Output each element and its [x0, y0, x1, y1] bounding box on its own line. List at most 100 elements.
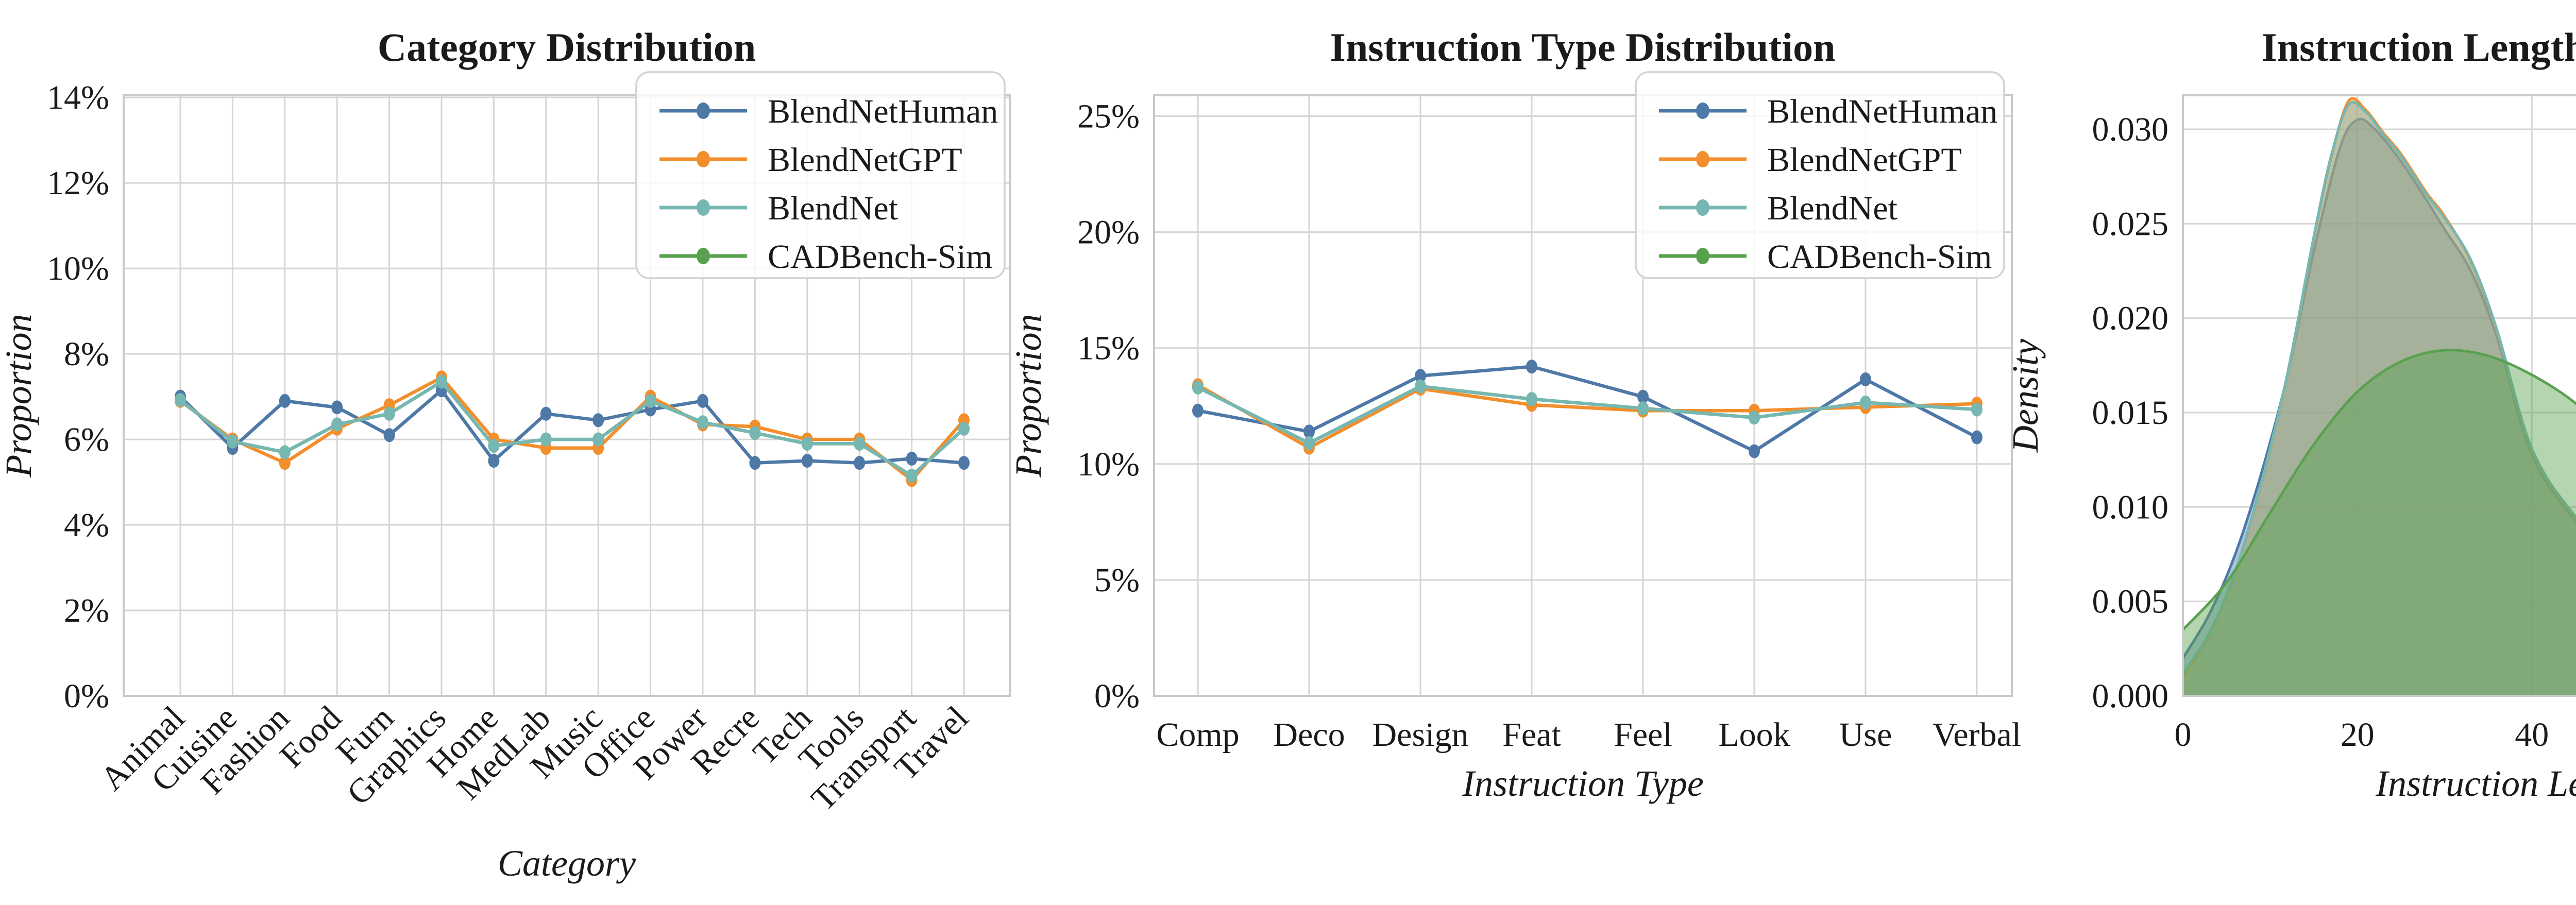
series-marker-blendnet [436, 374, 447, 389]
chart-title: Instruction Type Distribution [1330, 25, 1836, 70]
kde-line-blendnet [2181, 100, 2576, 674]
series-marker-blendnet [645, 394, 656, 408]
legend-entry-label: BlendNet [768, 190, 898, 227]
legend-marker-blendnetgpt [1696, 151, 1709, 167]
series-marker-blendnethuman [958, 456, 970, 470]
series-marker-blendnethuman [801, 454, 813, 468]
series-marker-blendnethuman [331, 400, 343, 415]
x-tick-label: Use [1839, 716, 1892, 754]
series-marker-blendnethuman [488, 454, 500, 468]
y-axis-label: Proportion [1008, 314, 1049, 477]
chart-instruction-length-density: 0.000 0.005 0.010 0.015 0.020 0.025 0.030 0 20 40… [2005, 25, 2576, 804]
x-tick-label: 0 [2175, 716, 2192, 754]
y-tick-label: 0.015 [2092, 394, 2169, 432]
series-marker-blendnet [1637, 401, 1649, 416]
series-line-blendnetgpt [179, 375, 965, 482]
series-marker-blendnethuman [1637, 389, 1649, 404]
series-marker-blendnet [1971, 402, 1982, 417]
y-tick-label: 8% [64, 335, 109, 373]
series-marker-blendnethuman [749, 456, 761, 470]
kde-area-blendnetgpt [2183, 98, 2576, 696]
series-marker-blendnet [1526, 392, 1537, 406]
chart-category-distribution: 0%2%4%6%8%10%12%14%AnimalCuisineFashionF… [0, 25, 1011, 884]
legend-entry-label: BlendNetHuman [1767, 93, 1997, 130]
x-axis-label: Category [498, 843, 636, 884]
series-marker-blendnethuman [1749, 444, 1760, 458]
legend-entry-label: CADBench-Sim [1767, 238, 1992, 276]
plot-border [1153, 94, 2013, 697]
series-marker-blendnet [540, 432, 552, 447]
kde-area-blendnet [2183, 102, 2576, 696]
series-marker-blendnet [749, 426, 761, 440]
series-marker-blendnethuman [854, 456, 866, 470]
series-line-blendnethuman [179, 388, 964, 465]
legend-entry-label: CADBench-Sim [768, 238, 992, 276]
x-tick-label: Comp [1156, 716, 1239, 754]
y-axis-label: Proportion [0, 314, 39, 477]
series-marker-blendnethuman [1526, 360, 1537, 374]
series-line-blendnet [1197, 384, 1977, 445]
series-marker-blendnethuman [1971, 430, 1982, 445]
series-marker-blendnethuman [906, 451, 918, 466]
series-marker-blendnet [1192, 380, 1204, 395]
y-tick-label: 0.020 [2092, 300, 2169, 337]
series-line-blendnet [179, 380, 965, 477]
y-tick-label: 15% [1077, 330, 1140, 367]
y-tick-label: 20% [1077, 214, 1140, 251]
series-marker-blendnethuman [1303, 424, 1315, 439]
y-tick-label: 0% [1094, 677, 1140, 715]
legend-entry-label: BlendNet [1767, 190, 1897, 227]
x-tick-label: Verbal [1933, 716, 2021, 754]
series-marker-blendnethuman [1415, 369, 1426, 383]
kde-area-blendnethuman [2183, 119, 2576, 696]
legend-entry-label: BlendNetGPT [1767, 141, 1962, 179]
plot-border [123, 94, 1011, 697]
series-line-blendnethuman [1197, 365, 1978, 453]
legend: BlendNetHuman BlendNetGPT BlendNet CADBench… [635, 71, 1006, 279]
x-tick-label: Deco [1273, 716, 1345, 754]
series-marker-blendnet [175, 393, 186, 407]
y-tick-label: 0.025 [2092, 205, 2169, 243]
series-marker-blendnethuman [697, 394, 708, 408]
legend-entry-label: BlendNetHuman [768, 93, 998, 130]
kde-line-cadbench-sim [2182, 349, 2576, 631]
y-tick-label: 6% [64, 421, 109, 458]
series-marker-blendnethuman [592, 413, 604, 428]
series-marker-blendnet [697, 415, 708, 430]
legend-marker-blendnet [697, 199, 710, 216]
series-marker-blendnet [592, 432, 604, 447]
series-marker-blendnethuman [1192, 403, 1204, 418]
series-marker-blendnet [488, 439, 500, 453]
series-marker-blendnet [1415, 379, 1426, 394]
x-tick-label: Design [1372, 716, 1469, 754]
series-marker-blendnethuman [1860, 372, 1871, 386]
series-marker-blendnet [227, 434, 239, 449]
series-marker-blendnethuman [383, 428, 395, 442]
series-marker-blendnet [958, 421, 970, 436]
y-tick-label: 10% [47, 250, 109, 287]
chart-instruction-type-distribution: 0% 5% 10% 15% 20% 25% Comp Deco Design Feat Feel Lo… [1008, 25, 2021, 804]
legend: BlendNetHuman BlendNetGPT BlendNet CADBench… [1635, 71, 2005, 279]
legend-box [635, 71, 1006, 279]
y-axis-label: Density [2005, 339, 2046, 453]
legend-marker-blendnet [1696, 199, 1709, 216]
series-marker-blendnet [279, 445, 291, 459]
legend-marker-cadbench-sim [1696, 248, 1709, 264]
y-tick-label: 25% [1077, 98, 1140, 135]
y-tick-label: 14% [47, 79, 109, 116]
legend-box [1635, 71, 2005, 279]
kde-area-cadbench-sim [2183, 350, 2576, 696]
x-axis-label: Instruction Type [1462, 763, 1704, 804]
y-tick-label: 0% [64, 677, 109, 715]
y-tick-label: 4% [64, 506, 109, 544]
series-marker-blendnet [1860, 396, 1871, 410]
y-tick-label: 10% [1077, 446, 1140, 483]
x-tick-label: 20 [2341, 716, 2375, 754]
y-tick-label: 2% [64, 592, 109, 629]
chart-title: Category Distribution [378, 25, 756, 70]
series-marker-blendnethuman [540, 406, 552, 421]
series-marker-blendnet [383, 406, 395, 421]
series-marker-blendnet [801, 436, 813, 451]
